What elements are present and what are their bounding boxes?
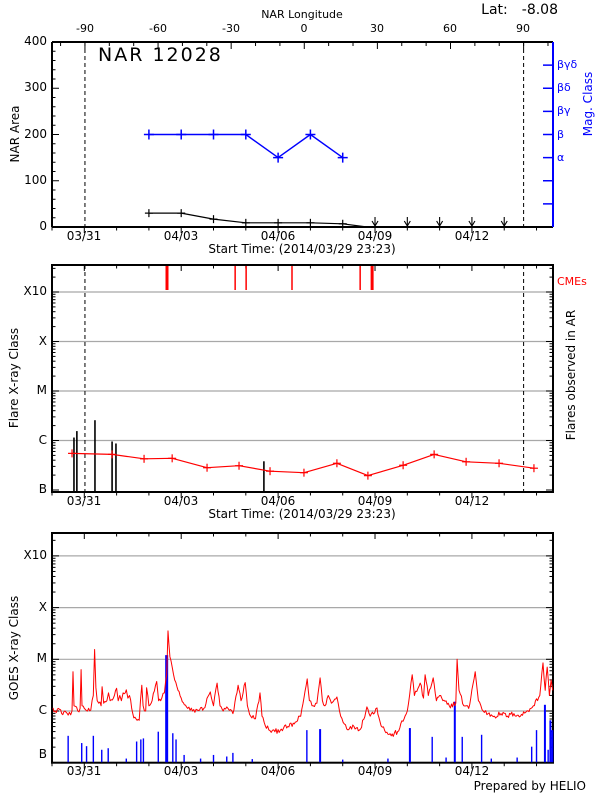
longitude-tick-label: 90 [516, 22, 530, 35]
date-tick-label: 04/03 [163, 494, 199, 508]
credit-label: Prepared by HELIO [473, 779, 586, 793]
area-tick-label: 300 [24, 80, 47, 95]
goes-class-tick-label: B [38, 747, 47, 761]
latitude-value: -8.08 [521, 2, 558, 18]
date-tick-label: 04/12 [454, 229, 490, 243]
longitude-tick-label: 30 [370, 22, 384, 35]
date-tick-label: 03/31 [66, 229, 102, 243]
longitude-tick-label: -90 [76, 22, 94, 35]
date-tick-label: 04/03 [163, 764, 199, 778]
date-tick-label: 03/31 [66, 764, 102, 778]
flares-observed-label: Flares observed in AR [564, 309, 578, 441]
area-axis-title: NAR Area [8, 105, 22, 163]
mag-class-tick-label: β [557, 127, 565, 141]
date-tick-label: 04/12 [454, 764, 490, 778]
longitude-tick-label: 60 [443, 22, 457, 35]
longitude-tick-label: -60 [149, 22, 167, 35]
goes-class-tick-label: X10 [23, 548, 48, 562]
start-time-label: Start Time: (2014/03/29 23:23) [208, 507, 396, 521]
date-tick-label: 04/09 [357, 494, 393, 508]
goes-class-tick-label: C [38, 703, 47, 717]
xray-class-tick-label: X [38, 333, 47, 348]
area-tick-label: 0 [39, 219, 47, 233]
mag-class-axis-title: Mag. Class [581, 71, 595, 137]
xray-class-tick-label: X10 [23, 284, 48, 298]
date-tick-label: 04/06 [260, 764, 296, 778]
xray-class-tick-label: M [36, 383, 47, 397]
area-tick-label: 200 [24, 126, 47, 141]
date-tick-label: 03/31 [66, 494, 102, 508]
latitude-readout: Lat: -8.08 [481, 2, 558, 18]
active-region-title: NAR 12028 [98, 44, 223, 66]
mag-class-tick-label: βγδ [557, 58, 578, 71]
date-tick-label: 04/12 [454, 494, 490, 508]
date-tick-label: 04/06 [260, 494, 296, 508]
date-tick-label: 04/09 [357, 764, 393, 778]
xray-class-tick-label: B [38, 482, 47, 496]
latitude-label: Lat: [481, 2, 508, 18]
area-tick-label: 400 [24, 34, 47, 48]
mag-class-tick-label: βδ [557, 81, 571, 95]
goes-axis-title: GOES X-ray Class [7, 595, 21, 701]
goes-class-tick-label: M [36, 651, 47, 666]
start-time-label: Start Time: (2014/03/29 23:23) [208, 242, 396, 256]
date-tick-label: 04/09 [357, 229, 393, 243]
date-tick-label: 04/06 [260, 229, 296, 243]
longitude-axis-title: NAR Longitude [261, 8, 343, 21]
cme-legend-label: CMEs [557, 275, 587, 288]
flare-axis-title: Flare X-ray Class [7, 327, 21, 429]
mag-class-tick-label: α [557, 150, 565, 164]
longitude-tick-label: 0 [300, 22, 308, 35]
longitude-tick-label: -30 [222, 22, 240, 35]
goes-class-tick-label: X [38, 599, 47, 614]
xray-class-tick-label: C [38, 432, 47, 447]
area-tick-label: 100 [24, 172, 47, 187]
date-tick-label: 04/03 [163, 229, 199, 243]
mag-class-tick-label: βγ [557, 104, 571, 118]
